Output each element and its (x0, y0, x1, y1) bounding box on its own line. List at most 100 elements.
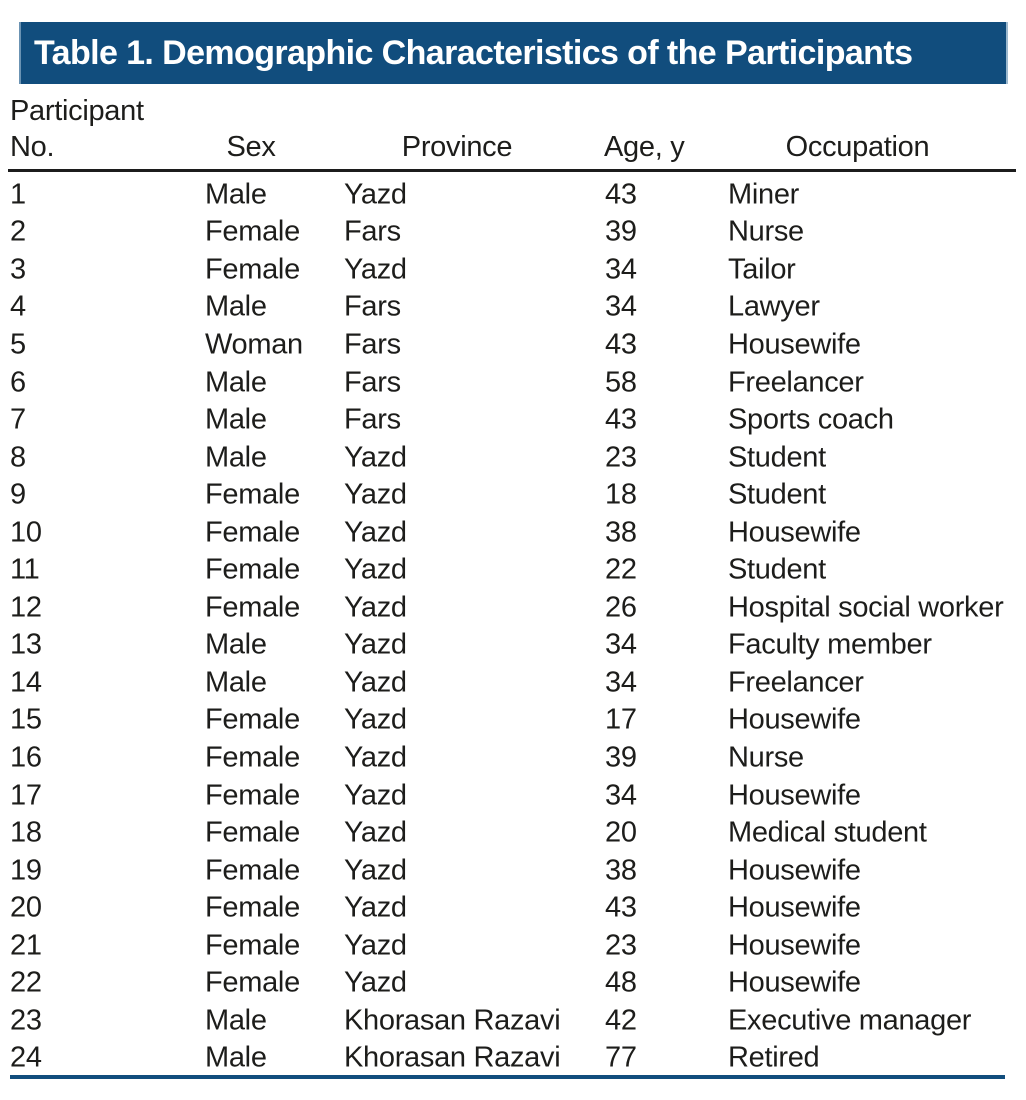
cell-sex: Male (205, 366, 267, 398)
cell-age: 20 (605, 816, 637, 849)
cell-participant-no: 22 (10, 966, 42, 999)
cell-participant-no: 18 (10, 816, 42, 849)
cell-occupation: Hospital social worker (728, 591, 1004, 624)
cell-province: Yazd (344, 816, 407, 849)
cell-age: 22 (605, 553, 637, 586)
cell-province: Khorasan Razavi (344, 1004, 561, 1037)
cell-occupation: Student (728, 441, 826, 474)
cell-age: 77 (605, 1041, 637, 1074)
cell-sex: Female (205, 703, 300, 736)
cell-occupation: Freelancer (728, 366, 864, 398)
col-header-province: Province (401, 131, 513, 163)
cell-sex: Woman (205, 328, 303, 361)
cell-participant-no: 11 (10, 553, 40, 586)
cell-age: 39 (605, 215, 637, 248)
cell-sex: Female (205, 966, 300, 999)
cell-age: 42 (605, 1004, 637, 1037)
cell-sex: Female (205, 929, 300, 962)
cell-age: 58 (605, 366, 637, 398)
cell-province: Fars (344, 366, 401, 398)
cell-occupation: Housewife (728, 854, 861, 887)
cell-province: Yazd (344, 516, 407, 549)
col-header-age: Age, y (604, 131, 685, 163)
cell-province: Yazd (344, 178, 407, 211)
table-row: 12 Female Yazd 26 Hospital social worker (0, 589, 1026, 627)
cell-sex: Female (205, 516, 300, 549)
table-row: 15 Female Yazd 17 Housewife (0, 702, 1026, 740)
cell-occupation: Housewife (728, 929, 861, 962)
cell-participant-no: 4 (10, 290, 26, 323)
cell-province: Fars (344, 290, 401, 323)
cell-sex: Male (205, 1041, 267, 1074)
cell-occupation: Nurse (728, 215, 804, 248)
cell-occupation: Housewife (728, 703, 861, 736)
cell-sex: Male (205, 666, 267, 699)
cell-age: 34 (605, 290, 637, 323)
cell-age: 43 (605, 891, 637, 924)
cell-age: 43 (605, 328, 637, 361)
cell-sex: Female (205, 816, 300, 849)
cell-sex: Female (205, 891, 300, 924)
cell-sex: Female (205, 854, 300, 887)
cell-sex: Male (205, 290, 267, 323)
cell-participant-no: 17 (10, 779, 42, 812)
cell-age: 38 (605, 516, 637, 549)
cell-age: 38 (605, 854, 637, 887)
cell-participant-no: 14 (10, 666, 42, 699)
cell-age: 39 (605, 741, 637, 774)
table-row: 13 Male Yazd 34 Faculty member (0, 627, 1026, 665)
cell-province: Yazd (344, 553, 407, 586)
cell-province: Yazd (344, 253, 407, 286)
cell-age: 23 (605, 929, 637, 962)
cell-occupation: Lawyer (728, 290, 820, 323)
cell-age: 23 (605, 441, 637, 474)
cell-participant-no: 12 (10, 591, 42, 624)
table-row: 1 Male Yazd 43 Miner (0, 176, 1026, 214)
cell-participant-no: 21 (10, 929, 42, 962)
cell-province: Yazd (344, 478, 407, 511)
cell-occupation: Student (728, 553, 826, 586)
cell-occupation: Student (728, 478, 826, 511)
table-row: 19 Female Yazd 38 Housewife (0, 852, 1026, 890)
cell-age: 26 (605, 591, 637, 624)
cell-province: Yazd (344, 854, 407, 887)
cell-occupation: Miner (728, 178, 800, 211)
cell-participant-no: 16 (10, 741, 42, 774)
cell-occupation: Freelancer (728, 666, 864, 699)
cell-occupation: Housewife (728, 328, 861, 361)
cell-participant-no: 7 (10, 403, 26, 436)
table-row: 2 Female Fars 39 Nurse (0, 214, 1026, 252)
col-header-participant-no: Participant No. (10, 95, 144, 163)
cell-occupation: Retired (728, 1041, 820, 1074)
cell-sex: Female (205, 553, 300, 586)
cell-occupation: Housewife (728, 891, 861, 924)
cell-province: Yazd (344, 703, 407, 736)
cell-sex: Male (205, 1004, 267, 1037)
cell-province: Fars (344, 403, 401, 436)
cell-occupation: Executive manager (728, 1004, 972, 1037)
table-row: 23 Male Khorasan Razavi 42 Executive man… (0, 1002, 1026, 1040)
table-row: 10 Female Yazd 38 Housewife (0, 514, 1026, 552)
cell-participant-no: 23 (10, 1004, 42, 1037)
cell-participant-no: 3 (10, 253, 26, 286)
cell-occupation: Sports coach (728, 403, 894, 436)
cell-participant-no: 13 (10, 628, 42, 661)
cell-province: Yazd (344, 441, 407, 474)
cell-participant-no: 19 (10, 854, 42, 887)
cell-province: Yazd (344, 591, 407, 624)
cell-participant-no: 1 (10, 178, 26, 211)
cell-occupation: Faculty member (728, 628, 932, 661)
cell-occupation: Housewife (728, 966, 861, 999)
cell-province: Yazd (344, 779, 407, 812)
cell-participant-no: 20 (10, 891, 42, 924)
cell-participant-no: 8 (10, 441, 26, 474)
table-row: 3 Female Yazd 34 Tailor (0, 251, 1026, 289)
cell-participant-no: 10 (10, 516, 42, 549)
table-body: 1 Male Yazd 43 Miner 2 Female Fars 39 Nu… (0, 176, 1026, 1077)
cell-participant-no: 9 (10, 478, 26, 511)
cell-occupation: Nurse (728, 741, 804, 774)
table-row: 16 Female Yazd 39 Nurse (0, 739, 1026, 777)
cell-province: Fars (344, 215, 401, 248)
cell-occupation: Medical student (728, 816, 927, 849)
col-header-occupation: Occupation (785, 131, 930, 163)
